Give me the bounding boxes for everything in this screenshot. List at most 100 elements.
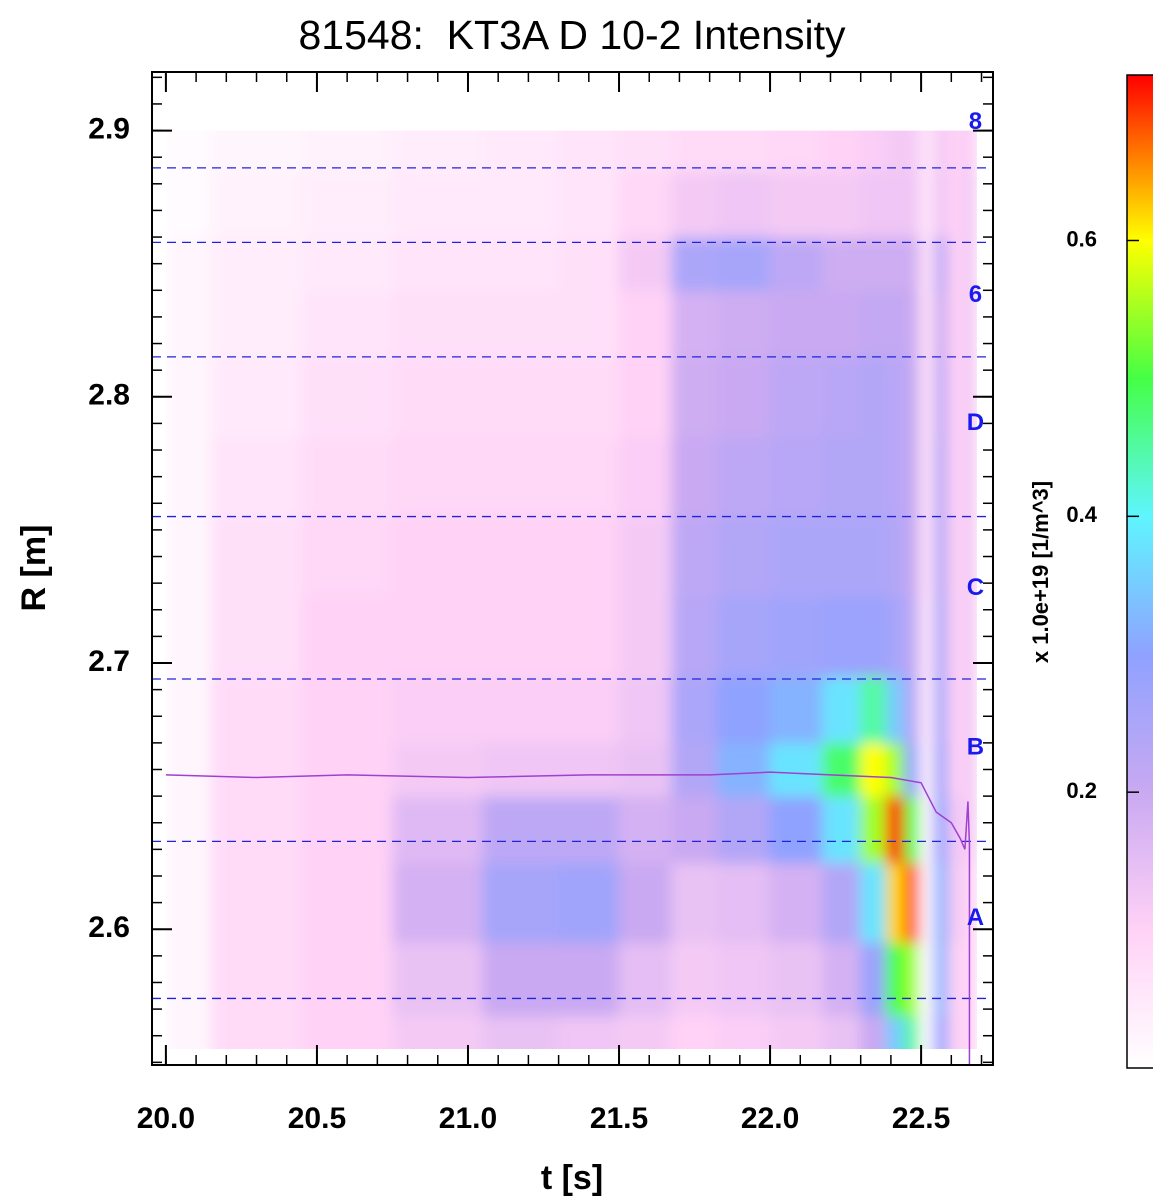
heatmap-cell	[301, 1015, 393, 1083]
heatmap-cell	[860, 1015, 887, 1083]
heatmap-cell	[483, 356, 560, 437]
heatmap-cell	[717, 90, 771, 171]
heatmap-cell	[961, 436, 977, 517]
heatmap-cell	[934, 516, 949, 597]
heatmap-cell	[483, 942, 560, 1016]
heatmap-cell	[165, 237, 211, 291]
heatmap-cell	[822, 237, 861, 291]
heatmap-cell	[619, 1015, 673, 1083]
heatmap-cell	[211, 862, 303, 943]
heatmap-cell	[886, 90, 905, 171]
heatmap-cell	[770, 742, 824, 796]
heatmap-cell	[919, 237, 935, 291]
heatmap-cell	[948, 436, 963, 517]
heatmap-cell	[211, 356, 303, 437]
heatmap-cell	[671, 436, 717, 517]
heatmap-cell	[717, 170, 771, 238]
heatmap-cell	[211, 290, 303, 358]
channel-label: D	[967, 409, 984, 436]
heatmap-cell	[886, 862, 905, 943]
heatmap-cell	[934, 796, 949, 864]
heatmap-cell	[948, 742, 963, 796]
heatmap-cell	[671, 742, 717, 796]
heatmap-cell	[392, 942, 484, 1016]
heatmap-cell	[886, 796, 905, 864]
heatmap-cell	[211, 1015, 303, 1083]
heatmap-cell	[717, 796, 771, 864]
heatmap-cell	[919, 676, 935, 744]
heatmap-cell	[619, 356, 673, 437]
heatmap-cell	[301, 516, 393, 597]
heatmap-cell	[717, 436, 771, 517]
colorbar-tick-label: 0.6	[1066, 226, 1097, 251]
heatmap-cell	[886, 676, 905, 744]
heatmap-cell	[392, 676, 484, 744]
heatmap-cell	[948, 356, 963, 437]
heatmap-cell	[948, 170, 963, 238]
heatmap-cell	[860, 356, 887, 437]
heatmap-cell	[822, 942, 861, 1016]
heatmap-cell	[904, 676, 920, 744]
heatmap-cell	[392, 796, 484, 864]
heatmap-cell	[558, 676, 619, 744]
heatmap-cell	[211, 436, 303, 517]
heatmap-cell	[671, 170, 717, 238]
heatmap-cell	[717, 742, 771, 796]
heatmap-cell	[770, 90, 824, 171]
heatmap-cell	[886, 170, 905, 238]
heatmap-cell	[934, 1015, 949, 1083]
heatmap-cell	[904, 356, 920, 437]
heatmap-cell	[770, 1015, 824, 1083]
x-tick-label: 21.5	[590, 1102, 648, 1135]
heatmap-cell	[904, 596, 920, 677]
heatmap-cell	[165, 290, 211, 358]
heatmap-cell	[717, 676, 771, 744]
heatmap-cell	[948, 942, 963, 1016]
heatmap-cell	[619, 237, 673, 291]
heatmap-cell	[934, 237, 949, 291]
heatmap-cell	[904, 942, 920, 1016]
chart-title: 81548: KT3A D 10-2 Intensity	[299, 12, 846, 58]
heatmap-cell	[919, 90, 935, 171]
heatmap-cell	[770, 942, 824, 1016]
heatmap-cell	[165, 1015, 211, 1083]
heatmap-cell	[770, 290, 824, 358]
heatmap-cell	[671, 516, 717, 597]
heatmap-cell	[483, 237, 560, 291]
heatmap-cell	[770, 237, 824, 291]
colorbar-tick-label: 0.4	[1066, 502, 1097, 527]
heatmap-cell	[165, 436, 211, 517]
heatmap-cell	[619, 290, 673, 358]
heatmap-cell	[165, 516, 211, 597]
heatmap-cell	[886, 356, 905, 437]
heatmap-cell	[483, 290, 560, 358]
heatmap-cell	[671, 90, 717, 171]
heatmap-cell	[392, 436, 484, 517]
heatmap-cell	[558, 1015, 619, 1083]
heatmap-cell	[671, 596, 717, 677]
heatmap-cell	[392, 170, 484, 238]
heatmap-cell	[558, 90, 619, 171]
y-tick-label: 2.6	[88, 911, 130, 944]
heatmap-cell	[770, 862, 824, 943]
heatmap-cell	[886, 1015, 905, 1083]
heatmap-cell	[671, 290, 717, 358]
heatmap-cell	[211, 237, 303, 291]
heatmap-cell	[822, 436, 861, 517]
heatmap-cell	[886, 742, 905, 796]
channel-label: 6	[969, 281, 982, 308]
x-tick-label: 22.5	[892, 1102, 950, 1135]
heatmap-cell	[211, 742, 303, 796]
heatmap-cell	[558, 436, 619, 517]
channel-label: B	[967, 734, 984, 761]
heatmap-cell	[483, 676, 560, 744]
heatmap-cell	[392, 596, 484, 677]
heatmap-cell	[619, 90, 673, 171]
heatmap-cell	[822, 676, 861, 744]
heatmap-cell	[886, 942, 905, 1016]
heatmap-cell	[165, 742, 211, 796]
heatmap-cell	[392, 290, 484, 358]
x-tick-label: 20.0	[137, 1102, 195, 1135]
heatmap-cell	[671, 796, 717, 864]
